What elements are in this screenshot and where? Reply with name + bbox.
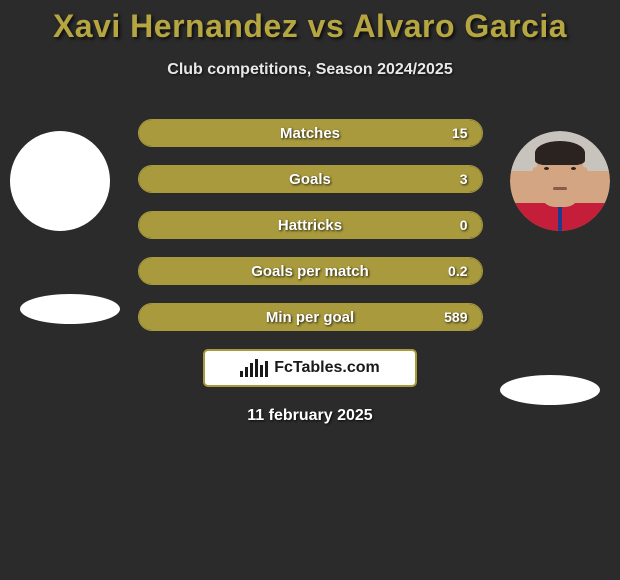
player-left-avatar (10, 131, 110, 231)
stat-label: Goals per match (251, 263, 369, 280)
stat-row: Min per goal 589 (138, 303, 483, 331)
stat-label: Hattricks (278, 217, 342, 234)
content-area: Matches 15 Goals 3 Hattricks 0 Goals per match… (0, 119, 620, 425)
stat-row: Goals per match 0.2 (138, 257, 483, 285)
stat-row: Hattricks 0 (138, 211, 483, 239)
comparison-title: Xavi Hernandez vs Alvaro Garcia (0, 8, 620, 45)
subtitle: Club competitions, Season 2024/2025 (0, 61, 620, 79)
date-text: 11 february 2025 (0, 407, 620, 425)
stat-value-right: 589 (444, 309, 467, 325)
stat-label: Matches (280, 125, 340, 142)
stat-row: Matches 15 (138, 119, 483, 147)
logo-chart-icon (240, 359, 268, 377)
player-right-club-badge (500, 375, 600, 405)
stat-value-right: 15 (452, 125, 468, 141)
stat-value-right: 0 (460, 217, 468, 233)
stat-row: Goals 3 (138, 165, 483, 193)
stat-label: Goals (289, 171, 331, 188)
stat-label: Min per goal (266, 309, 354, 326)
source-logo: FcTables.com (203, 349, 417, 387)
player-left-club-badge (20, 294, 120, 324)
stats-area: Matches 15 Goals 3 Hattricks 0 Goals per match… (138, 119, 483, 331)
infographic-container: Xavi Hernandez vs Alvaro Garcia Club com… (0, 0, 620, 425)
player-right-avatar (510, 131, 610, 231)
stat-value-right: 0.2 (448, 263, 467, 279)
logo-text: FcTables.com (274, 359, 380, 377)
stat-value-right: 3 (460, 171, 468, 187)
